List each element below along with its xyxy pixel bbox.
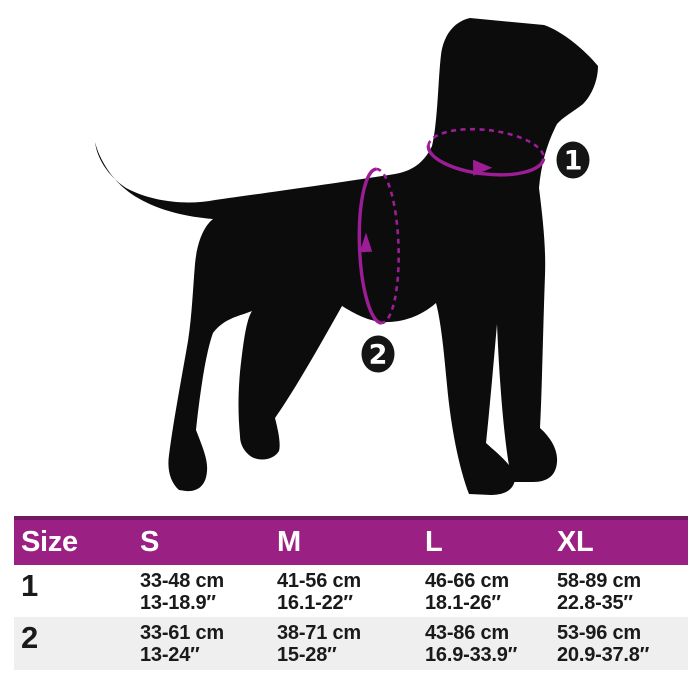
marker-2-label: 2 [369, 340, 388, 371]
row-2-xl-in: 20.9-37.8″ [557, 644, 650, 666]
row-1-size-s: 33-48 cm 13-18.9″ [140, 565, 277, 617]
neck-girth-loop [426, 127, 546, 177]
row-2-l-in: 16.9-33.9″ [425, 644, 518, 666]
row-2-size-xl: 53-96 cm 20.9-37.8″ [557, 617, 688, 670]
row-2-l-cm: 43-86 cm [425, 622, 510, 644]
row-1-size-xl: 58-89 cm 22.8-35″ [557, 565, 688, 617]
column-header-m: M [277, 526, 301, 558]
row-2-label: 2 [21, 620, 39, 655]
row-1-xl-in: 22.8-35″ [557, 592, 633, 614]
column-header-size: Size [21, 526, 78, 558]
dog-silhouette [95, 18, 598, 495]
neck-loop-arrowhead [473, 159, 493, 176]
column-header-l: L [425, 526, 443, 558]
marker-2: 2 [361, 335, 395, 373]
size-table: Size S M L XL 1 33-48 cm 13-18.9″ 41-56 … [14, 516, 688, 670]
row-1-xl-cm: 58-89 cm [557, 570, 642, 592]
row-2-s-in: 13-24″ [140, 644, 200, 666]
chest-loop-solid-arc [357, 167, 382, 325]
table-row-2: 2 33-61 cm 13-24″ 38-71 cm 15-28″ 43-86 … [14, 617, 688, 670]
row-1-l-cm: 46-66 cm [425, 570, 510, 592]
row-1-label: 1 [21, 568, 39, 603]
marker-1: 1 [556, 141, 590, 179]
row-2-size-m: 38-71 cm 15-28″ [277, 617, 425, 670]
chest-loop-dashed-arc [376, 167, 400, 325]
marker-2-circle [361, 335, 395, 373]
row-2-xl-cm: 53-96 cm [557, 622, 642, 644]
row-1-m-in: 16.1-22″ [277, 592, 353, 614]
row-1-size-m: 41-56 cm 16.1-22″ [277, 565, 425, 617]
row-1-m-cm: 41-56 cm [277, 570, 362, 592]
marker-1-circle [556, 141, 590, 179]
row-2-size-l: 43-86 cm 16.9-33.9″ [425, 617, 557, 670]
row-1-s-in: 13-18.9″ [140, 592, 216, 614]
column-header-xl: XL [557, 526, 594, 558]
marker-1-label: 1 [564, 146, 583, 177]
row-2-s-cm: 33-61 cm [140, 622, 225, 644]
size-table-header-row: Size S M L XL [14, 516, 688, 565]
row-2-size-s: 33-61 cm 13-24″ [140, 617, 277, 670]
table-row-1: 1 33-48 cm 13-18.9″ 41-56 cm 16.1-22″ 46… [14, 565, 688, 617]
row-1-size-l: 46-66 cm 18.1-26″ [425, 565, 557, 617]
dog-measurement-illustration: 1 2 [95, 18, 598, 495]
neck-loop-dashed-arc [427, 127, 545, 159]
row-1-s-cm: 33-48 cm [140, 570, 225, 592]
column-header-s: S [140, 526, 160, 558]
neck-loop-solid-arc [426, 145, 546, 177]
row-2-m-in: 15-28″ [277, 644, 337, 666]
chest-girth-loop [357, 167, 400, 325]
chest-loop-arrowhead [359, 232, 373, 253]
row-2-m-cm: 38-71 cm [277, 622, 362, 644]
row-1-l-in: 18.1-26″ [425, 592, 501, 614]
